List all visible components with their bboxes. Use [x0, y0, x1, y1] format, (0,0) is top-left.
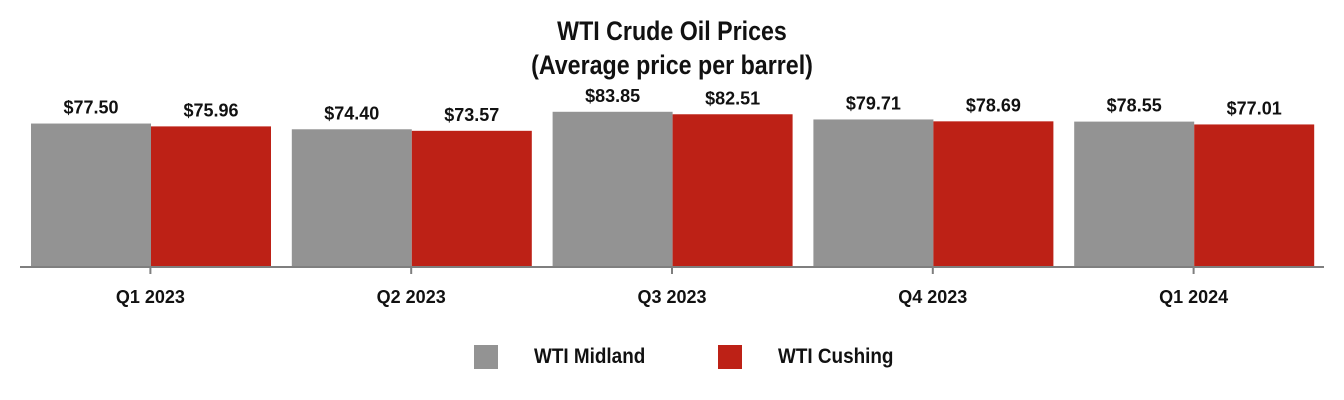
- legend-swatch-wti-cushing: [718, 345, 742, 369]
- chart-title-line-2: (Average price per barrel): [531, 50, 813, 80]
- legend-item-wti-midland: WTI Midland: [474, 343, 658, 371]
- x-tick-label-q3-2023: Q3 2023: [637, 287, 706, 307]
- x-axis: Q1 2023 Q2 2023 Q3 2023 Q4 2023 Q1 2024: [20, 266, 1324, 307]
- legend-label-wti-midland: WTI Midland: [534, 345, 646, 368]
- data-label-wti-midland-q4-2023: $79.71: [846, 93, 901, 113]
- data-label-wti-midland-q1-2023: $77.50: [63, 98, 118, 118]
- x-tick-label-q4-2023: Q4 2023: [898, 287, 967, 307]
- data-label-wti-cushing-q3-2023: $82.51: [705, 88, 760, 108]
- data-label-wti-midland-q1-2024: $78.55: [1107, 96, 1162, 116]
- x-tick-label-q1-2023: Q1 2023: [116, 287, 185, 307]
- bars-layer: [31, 111, 1315, 268]
- legend-item-wti-cushing: WTI Cushing: [718, 343, 906, 371]
- bar-wti-midland-q4-2023: [813, 119, 934, 268]
- bar-wti-midland-q1-2024: [1074, 121, 1195, 267]
- legend: WTI Midland WTI Cushing: [0, 343, 1344, 371]
- bar-wti-midland-q2-2023: [291, 129, 412, 267]
- x-tick-label-q1-2024: Q1 2024: [1159, 287, 1228, 307]
- bar-wti-cushing-q2-2023: [411, 130, 532, 267]
- bar-wti-cushing-q4-2023: [933, 121, 1054, 268]
- bar-wti-cushing-q1-2023: [151, 126, 271, 267]
- bar-wti-midland-q1-2023: [31, 123, 151, 267]
- bar-wti-midland-q3-2023: [552, 111, 673, 267]
- bar-wti-cushing-q1-2024: [1194, 124, 1315, 267]
- data-label-wti-midland-q3-2023: $83.85: [585, 86, 640, 106]
- data-label-wti-midland-q2-2023: $74.40: [324, 103, 379, 123]
- bar-wti-cushing-q3-2023: [672, 114, 793, 267]
- data-label-wti-cushing-q1-2023: $75.96: [183, 100, 238, 120]
- chart-title-line-1: WTI Crude Oil Prices: [557, 16, 787, 46]
- data-label-wti-cushing-q2-2023: $73.57: [444, 105, 499, 125]
- legend-label-wti-cushing: WTI Cushing: [778, 345, 894, 368]
- legend-swatch-wti-midland: [474, 345, 498, 369]
- data-labels-layer: $77.50 $75.96 $74.40 $73.57 $83.85 $82.51 $79.…: [63, 86, 1281, 125]
- x-tick-label-q2-2023: Q2 2023: [377, 287, 446, 307]
- chart-title: WTI Crude Oil Prices (Average price per …: [94, 14, 1250, 82]
- data-label-wti-cushing-q4-2023: $78.69: [966, 95, 1021, 115]
- data-label-wti-cushing-q1-2024: $77.01: [1227, 98, 1282, 118]
